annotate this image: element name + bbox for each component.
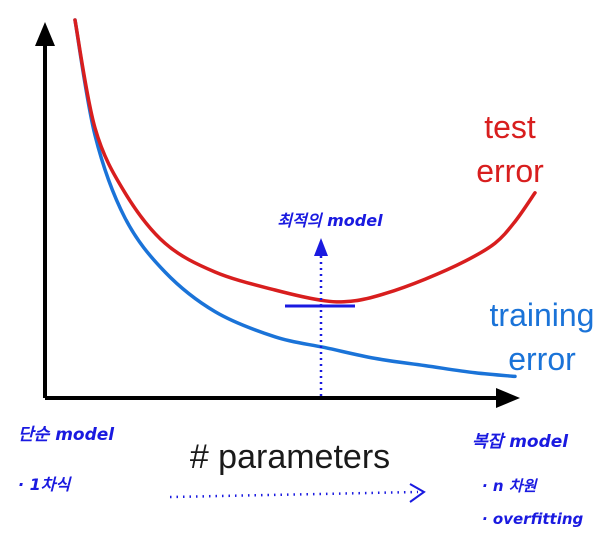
simple-model-subnote: · 1차식 [18, 475, 73, 494]
y-axis-arrowhead [35, 22, 55, 46]
test-error-label-line1: test [484, 109, 536, 145]
optimal-model-note: 최적의 model [277, 211, 383, 230]
simple-model-note: 단순 model [18, 425, 115, 445]
test-error-line [73, 18, 537, 304]
complexity-dotted-arrow [169, 490, 419, 499]
complexity-arrowhead [409, 483, 426, 503]
training-error-line [73, 18, 517, 379]
optimal-up-arrowhead [314, 238, 328, 256]
complex-model-subnote1: · n 차원 [482, 477, 539, 495]
x-axis-label: # parameters [190, 438, 390, 476]
x-axis-arrowhead [496, 388, 520, 408]
training-error-label-line2: error [508, 341, 576, 377]
test-error-label-line2: error [476, 153, 544, 189]
training-error-label-line1: training [490, 297, 595, 333]
complex-model-note: 복잡 model [472, 432, 569, 452]
complex-model-subnote2: · overfitting [482, 510, 584, 528]
